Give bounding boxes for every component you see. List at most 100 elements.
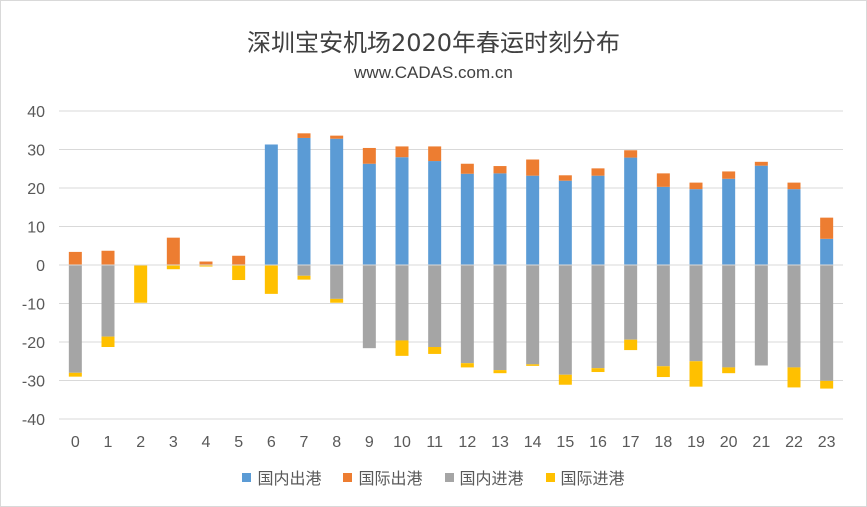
bar-segment — [722, 171, 736, 179]
x-tick-label: 19 — [687, 434, 705, 451]
bar-segment — [395, 146, 409, 158]
bar-segment — [656, 173, 670, 187]
bar-segment — [297, 137, 311, 265]
bar-segment — [428, 161, 442, 265]
x-tick-label: 10 — [393, 434, 411, 451]
bar-segment — [460, 163, 474, 174]
y-tick-label: -20 — [22, 335, 45, 352]
bar-segment — [493, 370, 507, 374]
x-tick-label: 8 — [332, 434, 341, 451]
bar-segment — [624, 265, 638, 340]
bar-segment — [558, 180, 572, 265]
legend-swatch — [545, 472, 555, 482]
x-tick-label: 0 — [71, 434, 80, 451]
y-tick-label: 10 — [27, 220, 45, 237]
x-tick-label: 7 — [300, 434, 309, 451]
chart-title: 深圳宝安机场2020年春运时刻分布 — [246, 29, 621, 57]
bar-segment — [624, 339, 638, 351]
x-tick-label: 12 — [458, 434, 476, 451]
bar-segment — [624, 157, 638, 265]
bar-segment — [101, 250, 115, 265]
bar-segment — [428, 265, 442, 348]
bar-segment — [820, 380, 834, 389]
bar-segment — [722, 367, 736, 374]
bar-segment — [134, 265, 148, 303]
x-tick-label: 9 — [365, 434, 374, 451]
bar-segment — [754, 265, 768, 366]
bar-segment — [460, 363, 474, 368]
y-tick-label: -40 — [22, 412, 45, 429]
bar-segment — [264, 265, 278, 294]
legend-item: 国际出港 — [343, 465, 423, 489]
bar-segment — [68, 265, 82, 373]
x-tick-label: 17 — [622, 434, 640, 451]
legend: 国内出港 国际出港 国内进港 国际进港 — [1, 465, 866, 489]
bar-segment — [820, 238, 834, 265]
bar-segment — [166, 265, 180, 270]
bar-segment — [199, 261, 213, 265]
x-tick-label: 5 — [234, 434, 243, 451]
x-tick-label: 2 — [136, 434, 145, 451]
bar-segment — [493, 166, 507, 174]
x-tick-label: 6 — [267, 434, 276, 451]
bar-segment — [297, 265, 311, 276]
bar-segment — [656, 265, 670, 367]
bar-segment — [264, 144, 278, 265]
bar-segment — [526, 265, 540, 365]
bar-segment — [395, 157, 409, 265]
x-tick-label: 22 — [785, 434, 803, 451]
y-tick-label: 30 — [27, 143, 45, 160]
bar-segment — [787, 189, 801, 265]
bar-segment — [656, 186, 670, 265]
y-tick-label: -10 — [22, 297, 45, 314]
bar-segment — [330, 265, 344, 299]
bar-segment — [787, 265, 801, 368]
bar-segment — [787, 367, 801, 388]
x-tick-label: 1 — [104, 434, 113, 451]
bar-segment — [428, 146, 442, 162]
bar-segment — [689, 182, 703, 190]
legend-label: 国内出港 — [257, 469, 322, 488]
y-tick-label: 0 — [36, 258, 45, 275]
bar-segment — [68, 251, 82, 265]
legend-label: 国际进港 — [560, 469, 625, 488]
bar-segment — [101, 336, 115, 348]
bar-segment — [199, 265, 213, 267]
bar-segment — [101, 265, 115, 337]
bar-segment — [558, 265, 572, 375]
bar-segment — [689, 265, 703, 362]
legend-swatch — [444, 472, 454, 482]
bar-segment — [460, 173, 474, 265]
legend-label: 国内进港 — [459, 469, 524, 488]
y-tick-label: 40 — [27, 104, 45, 121]
bar-segment — [689, 189, 703, 265]
bar-segment — [330, 135, 344, 139]
bar-segment — [493, 265, 507, 371]
bar-segment — [591, 168, 605, 176]
bar-segment — [787, 182, 801, 190]
bar-segment — [68, 372, 82, 377]
bar-segment — [395, 265, 409, 341]
bar-segment — [166, 237, 180, 265]
y-tick-label: 20 — [27, 181, 45, 198]
bar-segment — [558, 175, 572, 181]
bar-segment — [362, 147, 376, 164]
x-tick-label: 11 — [426, 434, 443, 451]
bar-segment — [754, 161, 768, 166]
x-tick-label: 20 — [720, 434, 738, 451]
bar-segment — [330, 138, 344, 265]
bar-segment — [624, 150, 638, 158]
legend-item: 国内出港 — [242, 465, 321, 489]
x-tick-label: 3 — [169, 434, 178, 451]
bar-segment — [754, 165, 768, 265]
bar-segment — [656, 366, 670, 378]
y-tick-label: -30 — [22, 374, 45, 391]
bar-segment — [330, 298, 344, 303]
legend-label: 国际出港 — [358, 469, 423, 488]
chart-subtitle: www.CADAS.com.cn — [354, 63, 513, 82]
legend-item: 国际进港 — [545, 465, 625, 489]
bar-segment — [428, 347, 442, 354]
bar-segment — [232, 255, 246, 265]
